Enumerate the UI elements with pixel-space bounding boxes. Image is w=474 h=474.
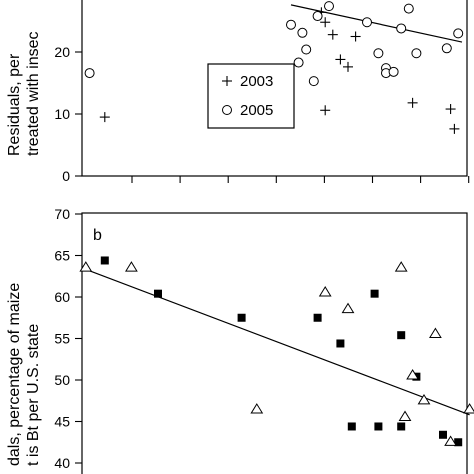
- point-plus-2003: [320, 105, 331, 116]
- point-circle-2005: [411, 48, 422, 59]
- panel-b-frame: [81, 212, 468, 474]
- panel-a-frame: [81, 0, 468, 177]
- point-circle-2005: [286, 19, 296, 30]
- point-square: [347, 422, 356, 431]
- panel-b-ytick-label: 55: [54, 331, 70, 347]
- point-square: [313, 313, 322, 322]
- point-triangle: [125, 261, 138, 272]
- panel-b-ytick-label: 45: [54, 414, 70, 430]
- point-triangle: [318, 286, 332, 297]
- point-plus-2003: [335, 54, 346, 65]
- point-plus-2003: [320, 17, 331, 28]
- point-triangle: [444, 435, 457, 446]
- point-triangle: [394, 261, 408, 272]
- point-plus-2003: [407, 97, 418, 108]
- point-circle-2005: [297, 27, 308, 38]
- point-square: [439, 430, 447, 439]
- point-square: [237, 313, 246, 322]
- point-plus-2003: [350, 31, 361, 42]
- point-plus-2003: [449, 123, 460, 134]
- legend-marker-2005: [222, 105, 232, 115]
- panel-a-points: [84, 1, 464, 134]
- point-square: [336, 339, 345, 348]
- point-square: [374, 422, 383, 431]
- point-square: [370, 289, 379, 298]
- panel-b-ytick-label: 40: [54, 455, 70, 471]
- point-triangle: [406, 369, 419, 380]
- point-circle-2005: [453, 28, 464, 39]
- point-circle-2005: [441, 43, 452, 54]
- point-triangle: [417, 393, 431, 405]
- point-triangle: [398, 410, 412, 422]
- point-triangle: [429, 327, 442, 339]
- point-triangle: [250, 403, 264, 414]
- panel-a-ylabel-line-2: treated with insec: [25, 31, 42, 156]
- point-circle-2005: [84, 68, 95, 79]
- panel-b-ylabel-line-2: t is Bt per U.S. state: [25, 324, 42, 466]
- panel-a-ytick-label: 10: [54, 106, 70, 122]
- panel-b-ytick-label: 70: [54, 206, 70, 222]
- legend-label-2003: 2003: [240, 73, 273, 90]
- legend-marker-2003: [222, 76, 232, 86]
- panel-b-points: [79, 256, 474, 447]
- panel-b-ylabel-line-1: dals, percentage of maize: [6, 283, 23, 466]
- point-square: [397, 422, 406, 431]
- panel-a-ytick-label: 0: [62, 168, 70, 184]
- point-circle-2005: [362, 17, 372, 28]
- panel-b-ytick-label: 50: [54, 372, 70, 388]
- point-triangle: [341, 302, 355, 314]
- point-circle-2005: [403, 3, 414, 14]
- panel-a-x-axis: [131, 176, 470, 183]
- point-triangle: [463, 403, 474, 414]
- legend: 2003 2005: [207, 63, 295, 129]
- point-circle-2005: [388, 66, 399, 77]
- point-plus-2003: [327, 29, 338, 40]
- point-square: [154, 289, 162, 298]
- point-circle-2005: [293, 57, 304, 68]
- panel-a-ytick-label: 20: [54, 44, 70, 60]
- point-circle-2005: [373, 48, 384, 59]
- panel-b-ytick-label: 60: [54, 289, 70, 305]
- legend-label-2005: 2005: [240, 102, 273, 119]
- legend-box: [207, 63, 295, 129]
- point-circle-2005: [308, 76, 319, 87]
- point-triangle: [79, 261, 93, 272]
- point-circle-2005: [312, 11, 323, 22]
- point-square: [397, 331, 406, 340]
- panel-a-y-axis: 0 10 20: [54, 44, 82, 184]
- point-circle-2005: [396, 23, 407, 34]
- panel-b-label: b: [93, 227, 102, 244]
- panel-a-trendline: [290, 4, 463, 43]
- point-square: [100, 256, 109, 265]
- point-square: [454, 438, 463, 447]
- panel-b-trendline: [81, 267, 470, 416]
- point-plus-2003: [445, 104, 456, 115]
- point-circle-2005: [324, 1, 334, 12]
- panel-b: 40 45 50 55 60 65 70 b dals, percentage of mai…: [6, 206, 474, 474]
- point-plus-2003: [343, 61, 353, 72]
- panel-b-y-axis: 40 45 50 55 60 65 70: [54, 206, 82, 471]
- point-plus-2003: [99, 112, 110, 123]
- panel-a-ylabel-line-1: Residuals, per: [6, 53, 23, 156]
- panel-b-ytick-label: 65: [54, 248, 70, 264]
- point-circle-2005: [301, 44, 312, 55]
